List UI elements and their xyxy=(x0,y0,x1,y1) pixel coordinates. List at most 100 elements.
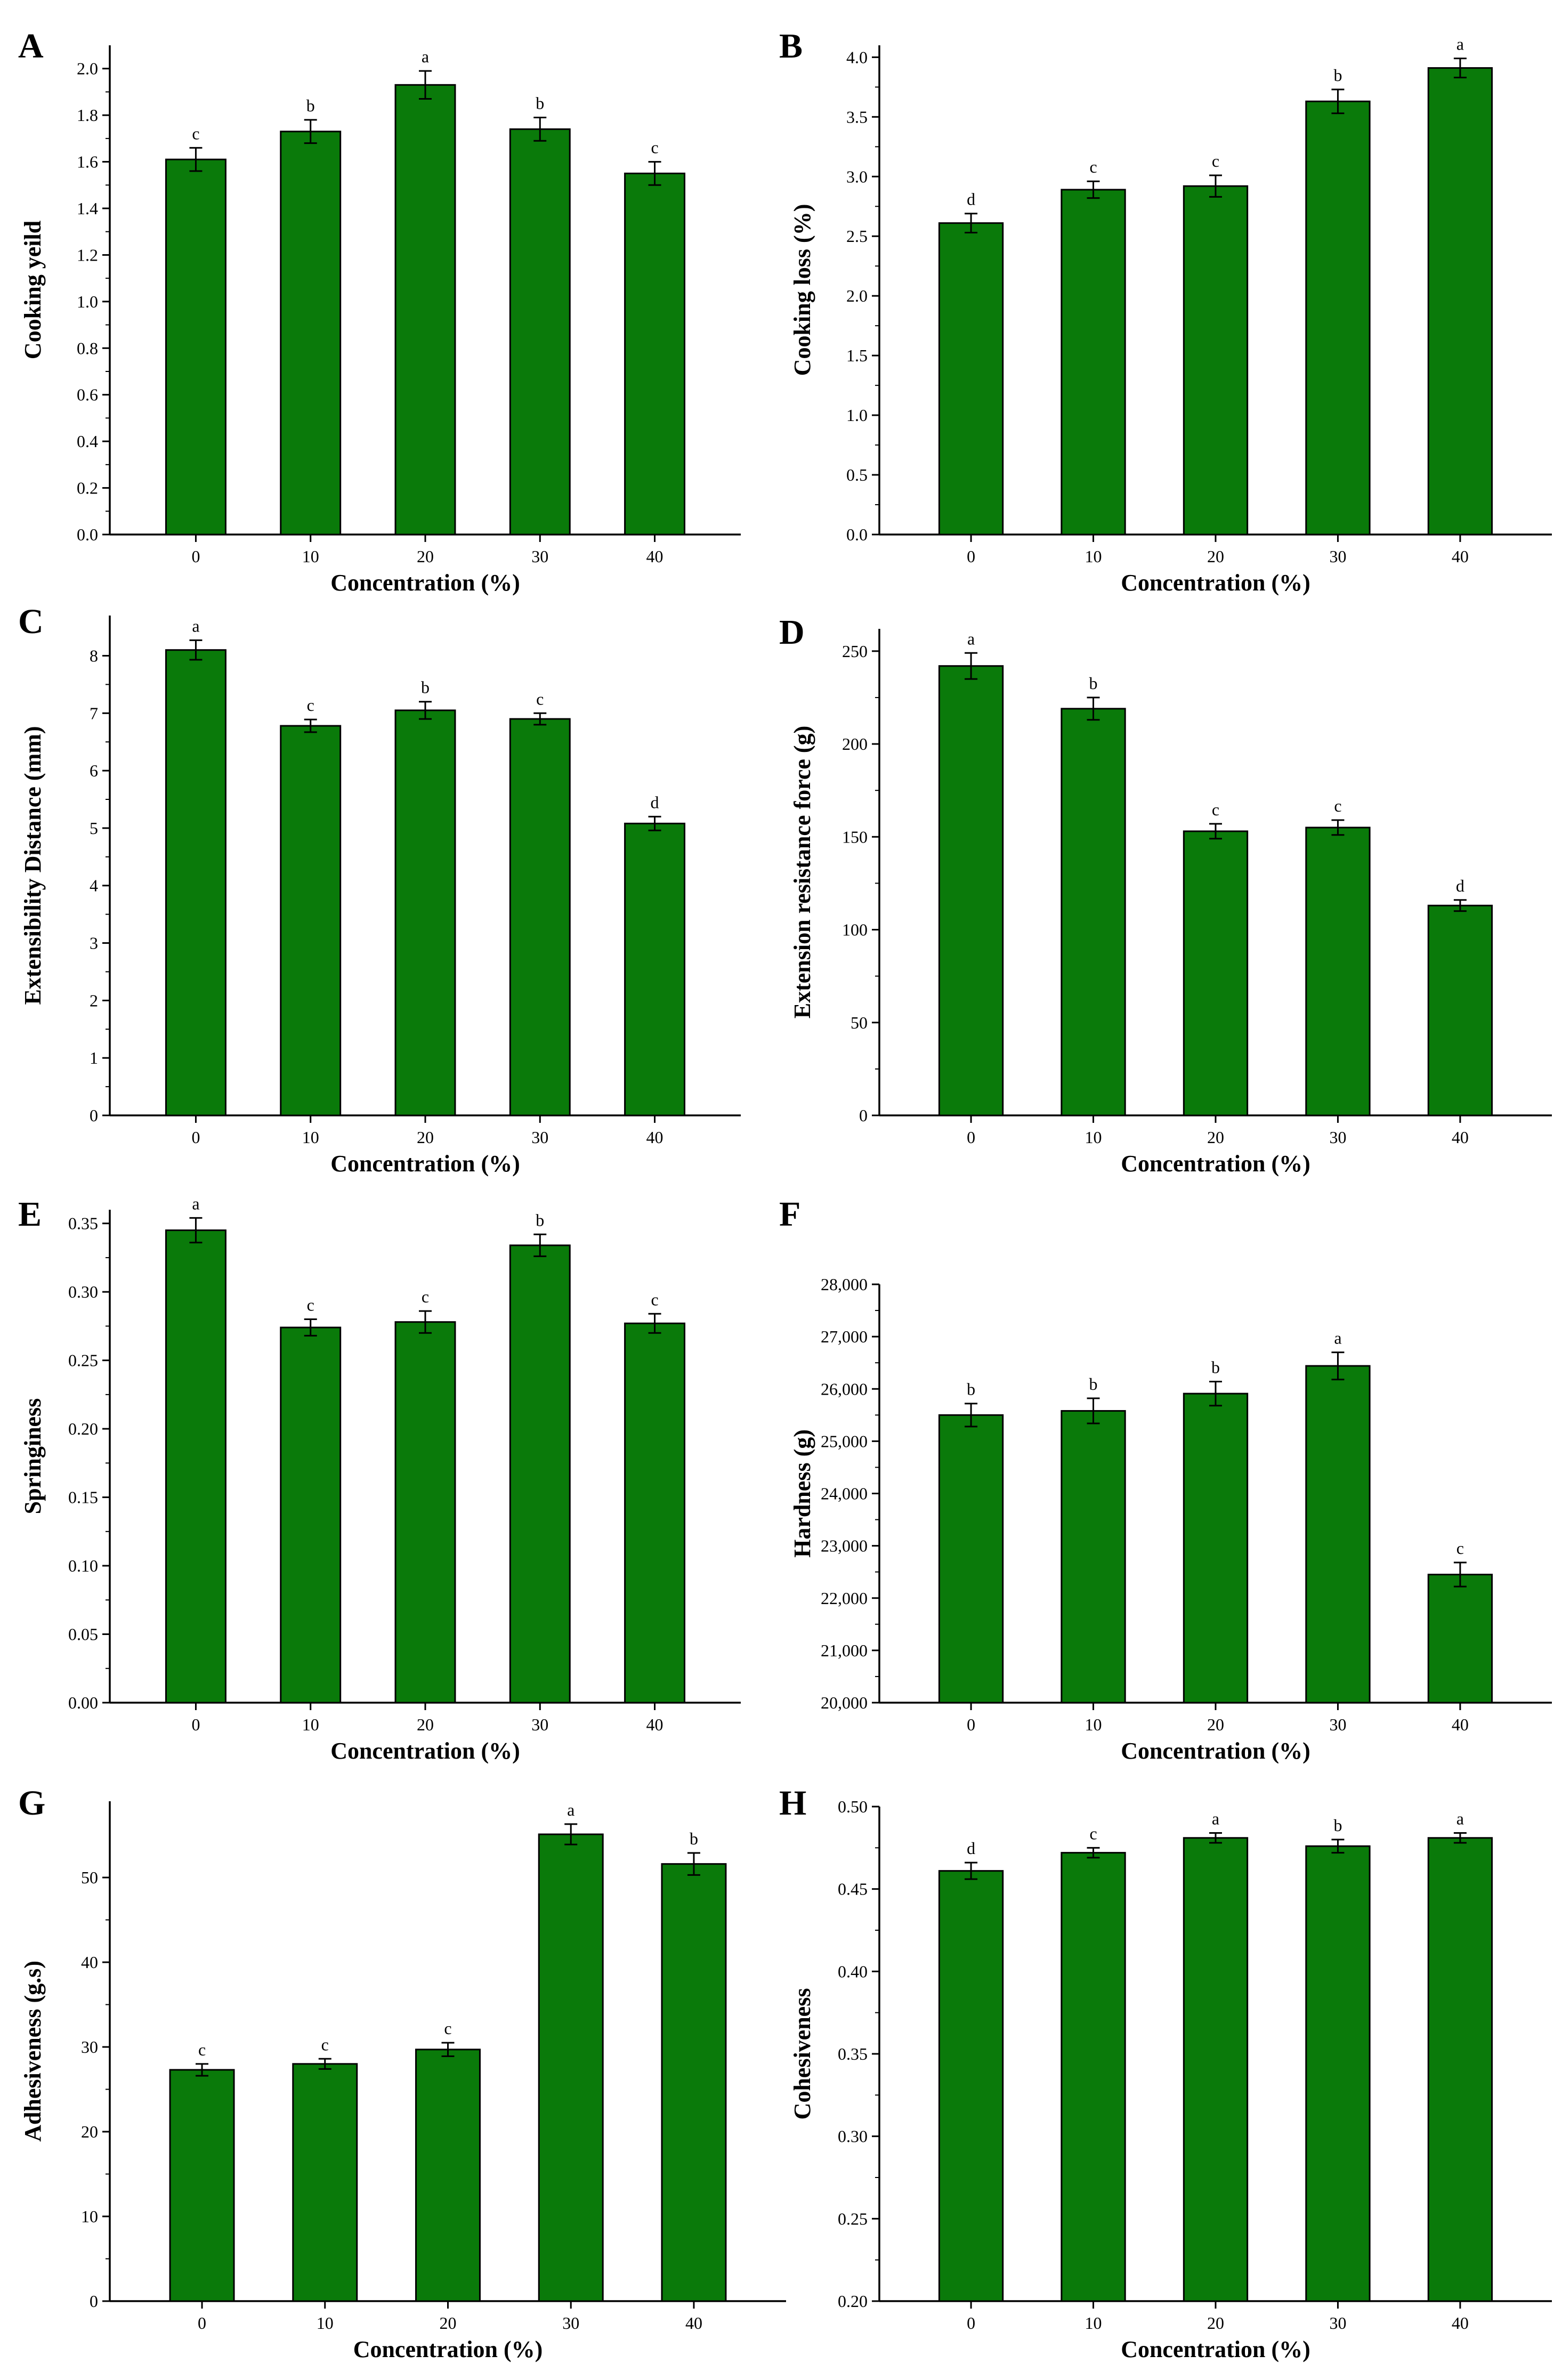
y-tick-label: 1.2 xyxy=(77,245,98,264)
significance-label: a xyxy=(192,1194,199,1213)
x-tick-label: 10 xyxy=(1085,1715,1102,1734)
y-tick-label: 0.30 xyxy=(68,1282,98,1301)
y-axis-title: Springiness xyxy=(20,1398,46,1515)
significance-label: d xyxy=(967,190,975,209)
y-axis-title: Cohesiveness xyxy=(789,1988,815,2120)
error-bar xyxy=(1331,819,1345,836)
y-tick-label: 23,000 xyxy=(821,1536,868,1556)
bar-b-10 xyxy=(1061,189,1126,536)
y-tick-label: 7 xyxy=(90,703,98,723)
bar-a-0 xyxy=(165,158,226,536)
error-bar xyxy=(1209,174,1222,198)
bar-g-0 xyxy=(169,2069,235,2302)
bar-f-0 xyxy=(938,1414,1004,1704)
y-tick-label: 24,000 xyxy=(821,1484,868,1503)
error-bar xyxy=(1331,88,1345,115)
y-tick-label: 8 xyxy=(90,646,98,665)
bar-g-20 xyxy=(415,2049,481,2302)
x-tick-label: 40 xyxy=(1452,2313,1469,2333)
x-tick-label: 0 xyxy=(191,547,200,566)
error-bar xyxy=(419,70,432,100)
significance-label: c xyxy=(1089,1824,1097,1843)
significance-label: c xyxy=(651,1290,658,1309)
y-tick-label: 0.4 xyxy=(77,432,98,451)
bar-h-0 xyxy=(938,1870,1004,2302)
error-bar xyxy=(533,117,547,142)
error-bar xyxy=(1453,58,1467,78)
significance-label: c xyxy=(422,1287,429,1306)
bar-d-0 xyxy=(938,665,1004,1116)
chart-panel-b: B 0.0 0.5 1.0 1.5 2.0 2.5 3.0 3.5 4.0 d 0 c 10 c 20 b 30 a… xyxy=(779,27,1552,596)
x-tick-label: 20 xyxy=(1207,1128,1224,1147)
y-tick-label: 0.20 xyxy=(68,1419,98,1438)
significance-label: b xyxy=(1333,1816,1342,1835)
bar-a-20 xyxy=(394,84,456,536)
bar-f-40 xyxy=(1427,1574,1493,1704)
x-tick-label: 30 xyxy=(1329,1128,1346,1147)
error-bar xyxy=(1209,1832,1222,1844)
y-tick-label: 1.8 xyxy=(77,106,98,125)
bar-a-30 xyxy=(509,128,571,536)
x-tick-label: 30 xyxy=(1329,1715,1346,1734)
x-tick-label: 10 xyxy=(1085,1128,1102,1147)
x-tick-label: 10 xyxy=(302,1715,319,1734)
significance-label: b xyxy=(1089,674,1098,693)
y-tick-label: 1.6 xyxy=(77,152,98,172)
bar-d-20 xyxy=(1183,830,1249,1116)
significance-label: c xyxy=(444,2019,451,2038)
x-axis-title: Concentration (%) xyxy=(330,570,520,596)
y-tick-label: 150 xyxy=(842,827,868,846)
y-tick-label: 0.2 xyxy=(77,479,98,498)
x-tick-label: 10 xyxy=(1085,2313,1102,2333)
y-tick-label: 0 xyxy=(90,1106,98,1125)
x-tick-label: 30 xyxy=(562,2313,579,2333)
error-bar xyxy=(533,712,547,726)
chart-panel-d: D 0 50 100 150 200 250 a 0 b 10 c 20 c 30 d 40 Concentrat… xyxy=(779,613,1552,1177)
bar-e-30 xyxy=(509,1244,571,1704)
y-tick-label: 2 xyxy=(90,991,98,1010)
x-tick-label: 0 xyxy=(191,1128,200,1147)
x-tick-label: 30 xyxy=(531,547,548,566)
y-tick-label: 0 xyxy=(90,2292,98,2311)
y-tick-label: 1.0 xyxy=(77,292,98,311)
error-bar xyxy=(419,1310,432,1334)
y-tick-label: 20 xyxy=(81,2122,98,2141)
y-axis-title: Cooking loss (%) xyxy=(789,204,815,376)
significance-label: c xyxy=(307,1296,314,1315)
y-tick-label: 28,000 xyxy=(821,1275,868,1294)
significance-label: b xyxy=(421,678,430,697)
bar-g-10 xyxy=(292,2063,358,2302)
panel-letter-h: H xyxy=(779,1784,806,1823)
y-tick-label: 0.6 xyxy=(77,385,98,404)
y-tick-label: 0.50 xyxy=(838,1797,868,1816)
bar-c-0 xyxy=(165,649,226,1116)
x-axis-title: Concentration (%) xyxy=(1121,2336,1310,2362)
y-tick-label: 26,000 xyxy=(821,1379,868,1398)
error-bar xyxy=(189,147,203,172)
y-tick-label: 50 xyxy=(851,1013,868,1032)
bar-g-30 xyxy=(538,1833,604,2302)
y-tick-label: 0.5 xyxy=(846,465,868,484)
y-tick-label: 25,000 xyxy=(821,1431,868,1451)
bar-d-40 xyxy=(1427,904,1493,1116)
y-tick-label: 6 xyxy=(90,761,98,780)
bar-c-20 xyxy=(394,709,456,1116)
panel-letter-g: G xyxy=(18,1784,45,1823)
significance-label: d xyxy=(967,1839,975,1858)
bar-c-30 xyxy=(509,718,571,1116)
significance-label: c xyxy=(1334,796,1341,815)
x-tick-label: 10 xyxy=(302,1128,319,1147)
x-tick-label: 40 xyxy=(1452,1128,1469,1147)
y-tick-label: 0.00 xyxy=(68,1693,98,1712)
error-bar xyxy=(965,213,978,234)
bar-b-30 xyxy=(1305,100,1371,536)
y-axis-title: Adhesiveness (g.s) xyxy=(20,1961,46,2142)
error-bar xyxy=(1087,697,1100,721)
significance-label: a xyxy=(1456,35,1464,54)
error-bar xyxy=(965,652,978,680)
y-tick-label: 250 xyxy=(842,642,868,661)
x-tick-label: 30 xyxy=(531,1715,548,1734)
x-tick-label: 0 xyxy=(967,2313,975,2333)
x-tick-label: 40 xyxy=(646,1715,663,1734)
